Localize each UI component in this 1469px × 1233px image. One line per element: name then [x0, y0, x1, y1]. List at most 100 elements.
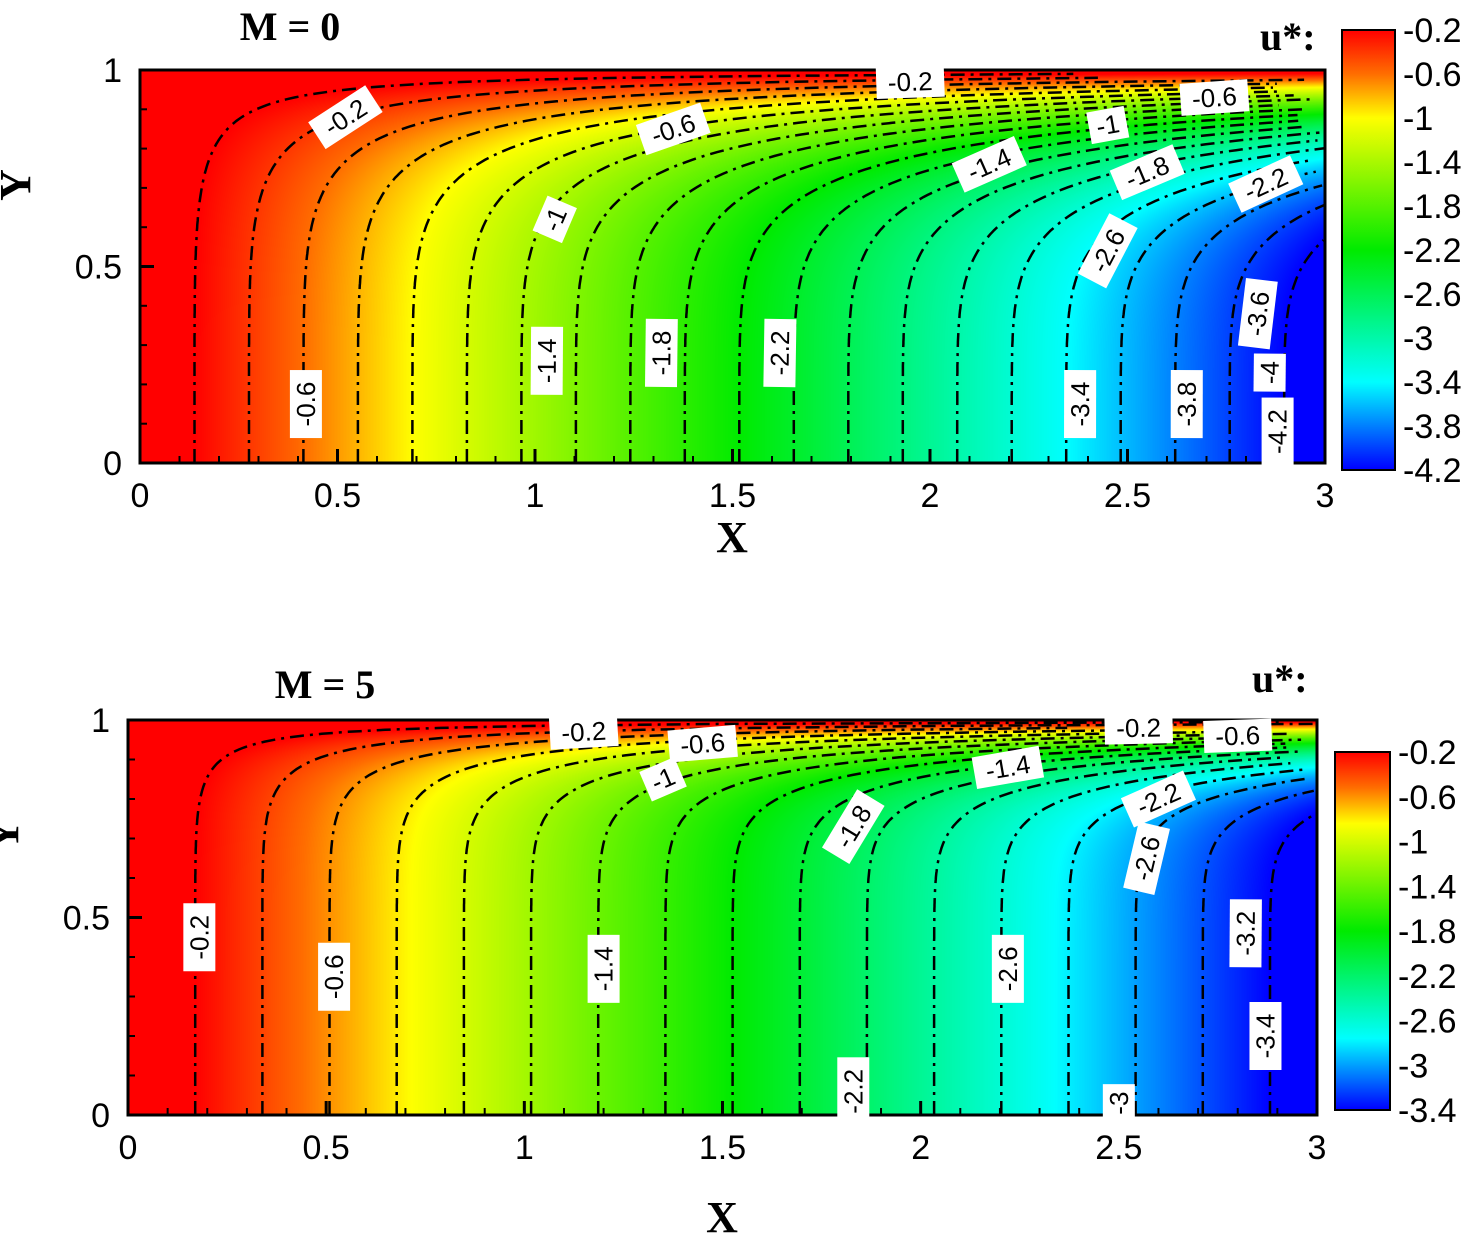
contour-label-bg	[1179, 79, 1250, 116]
contour-line	[328, 726, 1068, 1115]
contour-label-text: -3.4	[1065, 382, 1095, 427]
contour-line	[738, 113, 1298, 463]
colorbar-tick-label: -2.6	[1403, 276, 1462, 314]
contour-label-text: -2.2	[765, 330, 796, 375]
contour-label-bg	[1203, 718, 1273, 754]
contour-label-text: -2.6	[993, 946, 1023, 991]
colorbar-tick-label: -4.2	[1403, 452, 1462, 490]
x-tick-label: 1.5	[699, 1129, 746, 1167]
contour-label-text: -1	[1094, 108, 1122, 142]
contour-label: -3	[1102, 1084, 1135, 1123]
contour-label-bg	[1104, 711, 1173, 745]
contour-label: -0.2	[308, 85, 383, 150]
contour-label-bg	[837, 1057, 870, 1126]
contour-label-bg	[1120, 770, 1197, 828]
contour-line	[731, 742, 1286, 1115]
contour-label-bg	[530, 326, 564, 395]
contour-label-bg	[635, 102, 711, 156]
x-tick-label: 1	[515, 1129, 534, 1167]
colorbar-tick-label: -2.2	[1398, 958, 1457, 996]
contour-label-bg	[587, 934, 620, 1003]
colorbar-tick-label: -1.4	[1398, 868, 1457, 906]
contour-label-bg	[821, 789, 885, 865]
plot-0: 0 0.5 1 1.5 2 2.5 3 0 0.5 1 -0.2 -0.6 -1 -1.4 -1.8 -2.2…	[0, 4, 1462, 562]
x-tick-label: 2.5	[1095, 1129, 1142, 1167]
x-tick-label: 1	[526, 477, 545, 515]
contour-label: -0.6	[1203, 718, 1273, 754]
contour-label: -2.2	[763, 318, 797, 388]
y-tick-label: 0.5	[63, 900, 110, 938]
y-tick-label: 0	[91, 1097, 110, 1135]
contour-label: -1.8	[821, 789, 885, 865]
contour-line	[356, 82, 1277, 463]
colorbar-tick-label: -3	[1403, 320, 1433, 358]
colorbar-tick-label: -3.4	[1398, 1092, 1457, 1130]
contour-label-text: -0.6	[319, 954, 349, 999]
contour-label: -0.6	[318, 942, 351, 1011]
x-axis-label: X	[706, 1193, 738, 1233]
contour-line	[847, 125, 1307, 463]
colorbar-tick-label: -1	[1403, 100, 1433, 138]
colorbar-tick-label: -3.8	[1403, 408, 1462, 446]
contour-label-text: -1.4	[532, 338, 562, 383]
contour-line	[1173, 184, 1323, 463]
contour-label-bg	[875, 64, 945, 99]
contour-line	[302, 78, 1305, 463]
contour-label: -1.4	[971, 745, 1045, 790]
contour-label-bg	[548, 713, 619, 750]
contour-label: -2.2	[1120, 770, 1197, 828]
contour-line	[1119, 170, 1317, 463]
contour-label-bg	[1253, 353, 1286, 392]
plot-title: M = 5	[275, 662, 376, 707]
contour-label-bg	[971, 745, 1045, 790]
contour-label-bg	[639, 757, 687, 802]
y-axis-label: Y	[0, 169, 40, 201]
x-tick-label: 3	[1308, 1129, 1327, 1167]
y-tick-label: 0.5	[75, 249, 122, 287]
contour-label-bg	[1229, 899, 1262, 968]
contour-label-text: -1.8	[646, 330, 677, 375]
contour-label-bg	[951, 135, 1027, 193]
contour-label-text: -3.6	[1240, 290, 1275, 338]
contour-label-text: -0.6	[1191, 81, 1238, 114]
contour-label-text: -3.2	[1231, 911, 1261, 956]
colorbar	[1341, 29, 1396, 471]
contour-label: -3.4	[1064, 370, 1097, 439]
contour-label-bg	[1086, 105, 1130, 145]
contour-label-text: -0.2	[561, 716, 607, 749]
contour-label: -2.6	[1077, 213, 1138, 289]
contour-label-text: -0.6	[679, 727, 726, 761]
contour-line	[574, 98, 1312, 463]
contour-label: -3.6	[1237, 278, 1278, 350]
contour-label-bg	[1123, 821, 1170, 896]
x-tick-label: 0.5	[314, 477, 361, 515]
contour-label: -4	[1253, 353, 1286, 392]
contour-label-text: -2.2	[838, 1069, 868, 1114]
contour-label-bg	[1261, 397, 1294, 466]
contour-line	[411, 86, 1274, 463]
contour-label-text: -0.6	[647, 107, 699, 150]
contour-line	[193, 72, 1074, 463]
x-tick-label: 0.5	[303, 1129, 350, 1167]
contour-line	[792, 119, 1299, 463]
contour-line	[798, 746, 1287, 1115]
contour-label: -1	[532, 195, 577, 244]
colorbar-tick-label: -1.4	[1403, 144, 1462, 182]
contour-label-bg	[763, 318, 797, 388]
contour-label-bg	[1237, 278, 1278, 350]
x-tick-label: 2	[911, 1129, 930, 1167]
colorbar-tick-label: -0.2	[1403, 12, 1462, 50]
colorbar-tick-label: -3.4	[1403, 364, 1462, 402]
contour-line	[462, 730, 1229, 1115]
contour-label-bg	[532, 195, 577, 244]
contour-label-text: -4.2	[1263, 409, 1293, 454]
contour-label-text: -3	[1104, 1092, 1134, 1115]
contour-label-bg	[1109, 144, 1185, 201]
contour-label-bg	[1064, 370, 1097, 439]
contour-line	[465, 90, 1281, 463]
x-tick-label: 0	[119, 1129, 138, 1167]
contour-label: -3.4	[1249, 1002, 1282, 1070]
